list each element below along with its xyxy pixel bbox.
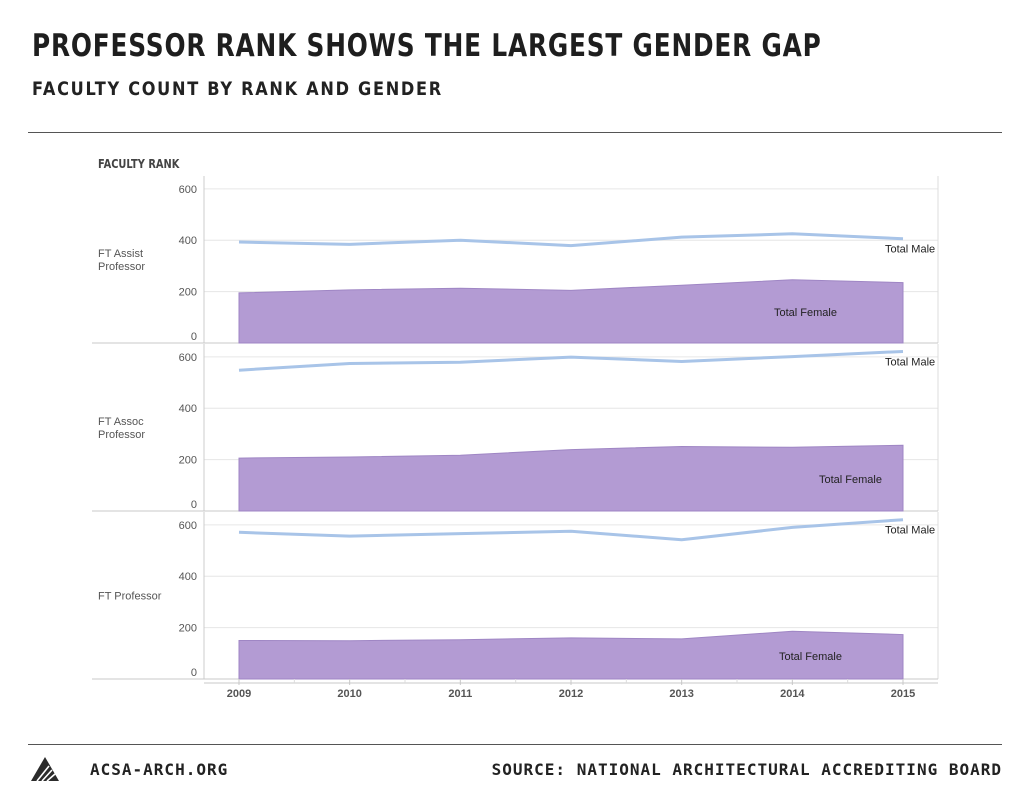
x-tick-label: 2015 bbox=[891, 688, 915, 700]
female-series-label: Total Female bbox=[819, 474, 882, 486]
footer-org: ACSA-ARCH.ORG bbox=[90, 760, 229, 779]
y-tick-label: 600 bbox=[179, 520, 197, 532]
x-tick-label: 2013 bbox=[669, 688, 693, 700]
x-tick-label: 2012 bbox=[559, 688, 583, 700]
chart-subtitle: FACULTY COUNT BY RANK AND GENDER bbox=[32, 78, 443, 100]
acsa-logo-icon bbox=[31, 757, 59, 781]
male-line bbox=[238, 518, 904, 542]
male-series-label: Total Male bbox=[885, 244, 935, 256]
x-tick-label: 2014 bbox=[780, 688, 805, 700]
y-tick-label: 0 bbox=[191, 331, 197, 343]
y-tick-label: 600 bbox=[179, 352, 197, 364]
female-area bbox=[238, 279, 904, 344]
y-tick-label: 0 bbox=[191, 667, 197, 679]
footer-source: SOURCE: NATIONAL ARCHITECTURAL ACCREDITI… bbox=[491, 760, 1002, 779]
y-tick-label: 200 bbox=[179, 623, 197, 635]
y-tick-label: 0 bbox=[191, 499, 197, 511]
x-tick-label: 2009 bbox=[227, 688, 251, 700]
chart-title: PROFESSOR RANK SHOWS THE LARGEST GENDER … bbox=[32, 28, 822, 64]
male-line bbox=[238, 349, 904, 372]
bottom-divider bbox=[28, 744, 1002, 745]
rank-label: FT Assist bbox=[98, 248, 143, 260]
y-tick-label: 200 bbox=[179, 287, 197, 299]
rank-label: Professor bbox=[98, 429, 145, 441]
male-series-label: Total Male bbox=[885, 525, 935, 537]
male-series-label: Total Male bbox=[885, 356, 935, 368]
top-divider bbox=[28, 132, 1002, 133]
faculty-rank-header: FACULTY RANK bbox=[98, 157, 180, 171]
y-tick-label: 400 bbox=[179, 403, 197, 415]
female-series-label: Total Female bbox=[774, 307, 837, 319]
y-tick-label: 600 bbox=[179, 184, 197, 196]
rank-label: FT Assoc bbox=[98, 416, 144, 428]
x-tick-label: 2011 bbox=[448, 688, 472, 700]
rank-label: FT Professor bbox=[98, 591, 162, 603]
x-tick-label: 2010 bbox=[337, 688, 361, 700]
y-tick-label: 400 bbox=[179, 235, 197, 247]
male-line bbox=[238, 232, 904, 248]
female-series-label: Total Female bbox=[779, 651, 842, 663]
rank-label: Professor bbox=[98, 261, 145, 273]
y-tick-label: 200 bbox=[179, 455, 197, 467]
y-tick-label: 400 bbox=[179, 571, 197, 583]
female-area bbox=[238, 444, 904, 512]
female-area bbox=[238, 630, 904, 680]
